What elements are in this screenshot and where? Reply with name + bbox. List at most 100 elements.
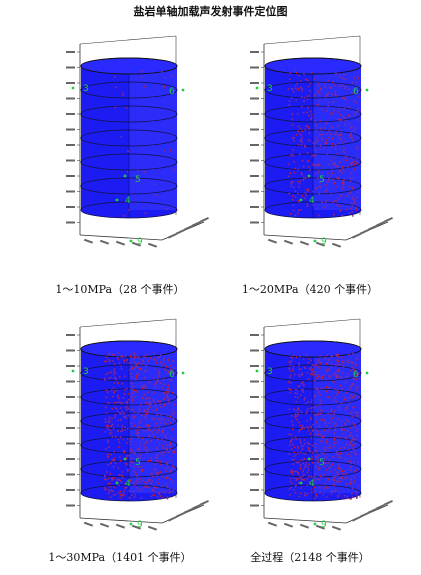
event-point <box>153 469 156 472</box>
cylinder-ring <box>264 153 362 171</box>
event-point <box>308 463 310 466</box>
event-point <box>307 429 310 432</box>
event-point <box>288 408 291 411</box>
event-point <box>351 197 354 200</box>
event-point <box>120 367 123 370</box>
event-point <box>349 480 352 483</box>
event-point <box>166 207 169 210</box>
event-point <box>303 427 306 429</box>
event-point <box>146 398 148 400</box>
event-point <box>121 429 124 432</box>
event-point <box>152 401 155 403</box>
event-point <box>301 448 304 451</box>
event-point <box>301 173 303 176</box>
event-point <box>353 476 356 479</box>
event-point <box>346 399 348 401</box>
event-point <box>330 87 333 89</box>
event-point <box>110 453 113 456</box>
axis-tick-label <box>250 82 259 84</box>
event-point <box>112 427 115 430</box>
event-point <box>126 428 129 430</box>
event-point <box>140 363 143 366</box>
event-point <box>293 137 295 139</box>
event-point <box>330 355 333 358</box>
event-point <box>310 369 313 371</box>
event-point <box>292 90 295 93</box>
event-point <box>303 399 306 401</box>
sensor-label: 4 <box>125 196 131 206</box>
event-point <box>312 164 315 167</box>
event-point <box>319 164 321 167</box>
event-point <box>353 395 356 398</box>
event-point <box>314 472 317 475</box>
event-point <box>320 387 323 390</box>
event-point <box>300 451 302 454</box>
event-point <box>353 160 356 163</box>
event-point <box>345 391 348 394</box>
event-point <box>304 197 306 200</box>
cylinder-ring <box>264 81 362 99</box>
event-point <box>290 389 293 391</box>
event-point <box>156 486 159 489</box>
axis-tick-label <box>183 507 193 514</box>
event-point <box>133 395 135 398</box>
event-point <box>348 435 351 437</box>
axis-tick-label <box>66 66 75 69</box>
event-point <box>113 353 116 356</box>
event-point <box>325 142 328 145</box>
event-point <box>355 386 358 389</box>
event-point <box>291 471 293 474</box>
event-point <box>141 437 144 440</box>
event-point <box>342 365 345 368</box>
event-point <box>112 395 114 398</box>
sensor-marker <box>365 88 369 92</box>
event-point <box>302 358 305 360</box>
axis-tick-label <box>66 128 75 131</box>
event-point <box>166 466 169 469</box>
event-point <box>121 494 123 497</box>
event-point <box>122 476 124 479</box>
event-point <box>351 205 353 207</box>
event-point <box>137 436 140 438</box>
event-point <box>316 433 319 435</box>
event-point <box>105 396 108 399</box>
event-point <box>348 420 350 423</box>
event-point <box>135 363 137 366</box>
event-point <box>331 172 334 175</box>
event-point <box>112 387 115 390</box>
event-point <box>328 459 331 462</box>
event-point <box>343 473 346 475</box>
event-point <box>114 413 117 416</box>
event-point <box>108 432 111 435</box>
event-point <box>118 484 120 487</box>
event-point <box>158 372 160 375</box>
event-point <box>138 407 141 410</box>
event-point <box>332 81 334 84</box>
event-point <box>158 493 161 495</box>
event-point <box>344 458 347 461</box>
event-point <box>334 162 337 164</box>
event-point <box>338 408 341 411</box>
event-point <box>331 463 333 466</box>
event-point <box>115 379 118 381</box>
event-point <box>163 418 165 421</box>
event-point <box>292 463 295 466</box>
axis-tick-label <box>183 224 193 231</box>
event-point <box>311 461 314 464</box>
event-point <box>109 482 111 485</box>
event-point <box>314 428 317 431</box>
event-point <box>300 478 303 481</box>
cylinder-ring <box>80 177 178 195</box>
event-point <box>331 143 334 145</box>
event-point <box>145 440 148 443</box>
event-point <box>314 490 316 493</box>
event-point <box>167 476 170 479</box>
event-point <box>131 400 133 403</box>
axis-tick-label <box>367 224 377 231</box>
event-point <box>331 178 334 181</box>
axis-tick-label <box>66 458 75 460</box>
event-point <box>153 378 156 380</box>
axis-frame-top <box>79 35 177 45</box>
event-point <box>158 429 160 432</box>
